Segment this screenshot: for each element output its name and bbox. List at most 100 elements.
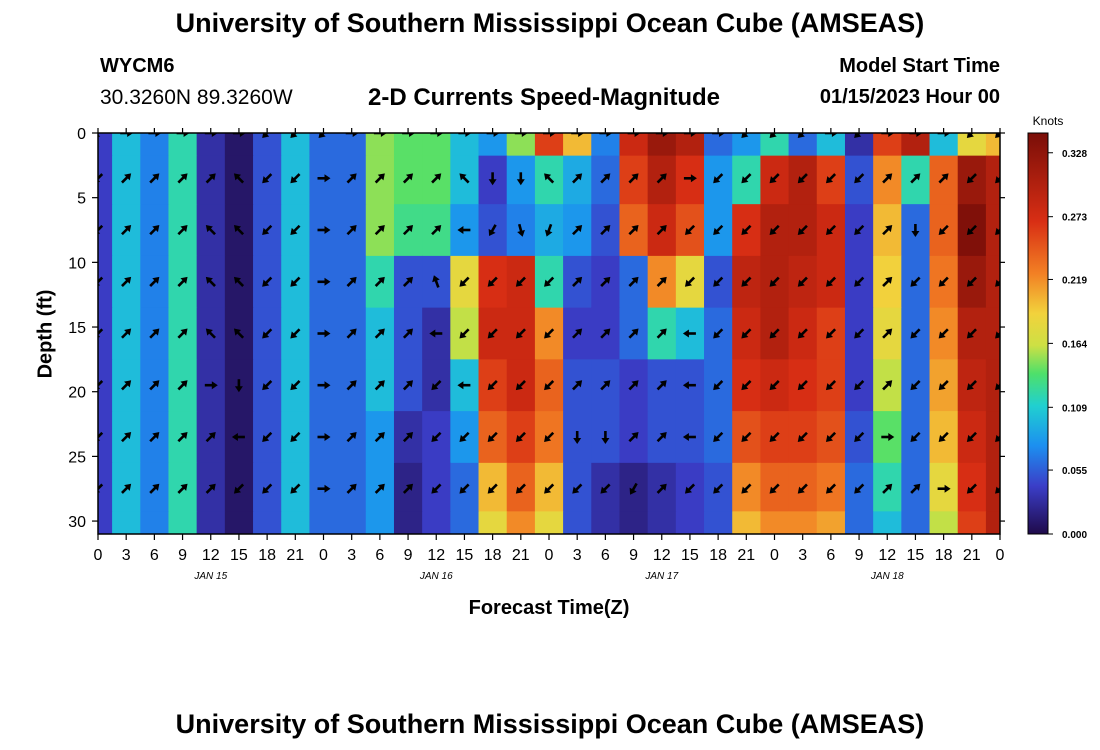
- heatmap-cell: [281, 511, 311, 534]
- x-tick-label: 0: [996, 547, 1005, 564]
- heatmap-cell: [985, 511, 1000, 534]
- current-arrow: [682, 329, 696, 338]
- heatmap-cell: [591, 133, 621, 157]
- heatmap-cell: [704, 133, 733, 157]
- current-arrow: [573, 431, 582, 444]
- current-arrow: [684, 224, 696, 235]
- current-arrow: [374, 380, 385, 391]
- heatmap-cell: [98, 511, 113, 534]
- current-arrow: [204, 381, 218, 390]
- current-arrow: [825, 431, 837, 442]
- current-arrow: [937, 484, 951, 493]
- current-arrow: [684, 276, 696, 287]
- current-arrow: [121, 276, 132, 287]
- heatmap-cell: [422, 511, 451, 534]
- colorbar: Knots 0.328 0.273 0.219 0.164 0.109 0.055 0.00…: [1027, 114, 1087, 541]
- heatmap-cell: [309, 155, 339, 205]
- current-vectors: [98, 133, 1000, 495]
- current-arrow: [149, 380, 160, 391]
- x-tick-label: 12: [427, 547, 445, 564]
- x-tick-label: 6: [375, 547, 384, 564]
- x-tick-label: 3: [573, 547, 582, 564]
- heatmap-cell: [929, 511, 959, 534]
- x-axis-label: Forecast Time(Z): [468, 597, 630, 619]
- heatmap-cell: [506, 511, 536, 534]
- x-tick-label: 0: [94, 547, 103, 564]
- current-arrow: [713, 224, 724, 235]
- current-arrow: [402, 133, 416, 137]
- heatmap-cell: [901, 511, 931, 534]
- colorbar-tick-label: 0.164: [1062, 339, 1087, 350]
- heatmap-cell: [224, 133, 254, 157]
- station-coordinates: 30.3260N 89.3260W: [100, 86, 293, 109]
- heatmap-cell: [309, 511, 339, 534]
- heatmap-cell: [873, 155, 902, 205]
- current-arrow: [966, 133, 977, 138]
- current-arrow: [205, 432, 216, 443]
- heatmap-cell: [140, 133, 170, 157]
- heatmap-cell: [901, 133, 931, 157]
- heatmap-cell: [281, 133, 311, 157]
- heatmap-cell: [422, 155, 451, 205]
- heatmap-cell: [929, 133, 959, 157]
- current-arrow: [572, 173, 583, 184]
- heatmap-cell: [957, 511, 987, 534]
- current-arrow: [683, 174, 697, 183]
- current-arrow: [177, 173, 188, 184]
- current-arrow: [121, 173, 132, 184]
- current-arrow: [995, 224, 1000, 235]
- current-arrow: [431, 380, 442, 391]
- current-arrow: [966, 224, 977, 235]
- current-arrow: [713, 483, 724, 494]
- current-arrow: [205, 225, 216, 236]
- current-arrow: [317, 226, 331, 234]
- x-tick-label: 18: [258, 547, 276, 564]
- current-arrow: [402, 173, 414, 184]
- current-arrow: [741, 133, 752, 138]
- current-arrow: [515, 483, 526, 494]
- current-arrow: [149, 173, 160, 184]
- current-arrow: [457, 226, 471, 234]
- x-tick-label: 21: [737, 547, 755, 564]
- current-arrow: [402, 483, 414, 494]
- current-arrow: [290, 380, 301, 391]
- heatmap-cell: [985, 359, 1000, 412]
- heatmap-cell: [253, 511, 282, 534]
- current-arrow: [544, 173, 555, 184]
- current-arrow: [317, 381, 331, 390]
- current-arrow: [627, 133, 641, 137]
- heatmap-cell: [619, 155, 649, 205]
- colorbar-tick-label: 0.000: [1062, 530, 1087, 541]
- current-arrow: [854, 224, 865, 235]
- x-axis: 0 3 6 9 12 15 18 21 0 3 6 9 12 15 18 21 0 3 6 9 12 15 18 21 0 3 6 9…: [94, 128, 1005, 582]
- y-tick-label: 20: [68, 385, 86, 402]
- current-arrow: [233, 328, 245, 339]
- current-arrow: [459, 173, 470, 184]
- current-arrow: [995, 380, 1000, 391]
- current-arrow: [656, 432, 667, 443]
- heatmap-cell: [224, 511, 254, 534]
- current-arrow: [910, 276, 921, 287]
- heatmap-cell: [816, 511, 846, 534]
- current-arrow: [600, 483, 611, 494]
- colorbar-tick-label: 0.273: [1062, 213, 1087, 224]
- x-tick-label: 15: [230, 547, 248, 564]
- current-arrow: [121, 483, 132, 494]
- current-arrow: [600, 328, 611, 339]
- colorbar-gradient: [1027, 132, 1049, 535]
- heatmap-cell: [112, 133, 141, 157]
- current-arrow: [233, 173, 245, 184]
- current-arrow: [656, 380, 667, 391]
- current-arrow: [966, 328, 977, 339]
- heatmap-cell: [478, 133, 508, 157]
- current-arrow: [458, 133, 472, 137]
- current-arrow: [346, 432, 357, 443]
- current-arrow: [374, 483, 385, 494]
- current-arrow: [854, 328, 865, 339]
- current-arrow: [543, 133, 556, 137]
- current-arrow: [346, 328, 357, 339]
- current-arrow: [374, 225, 385, 236]
- x-tick-label: 9: [178, 547, 187, 564]
- current-arrow: [995, 276, 1000, 287]
- y-tick-label: 25: [68, 449, 86, 466]
